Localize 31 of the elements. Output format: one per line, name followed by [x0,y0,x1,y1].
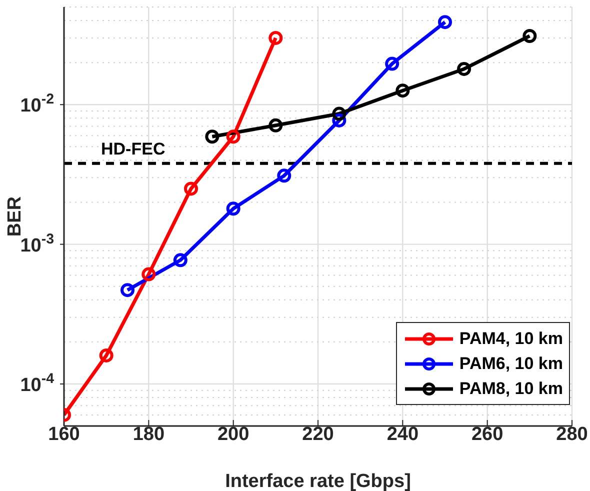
x-tick-label: 160 [48,424,80,445]
legend-label: PAM4, 10 km [459,328,563,348]
x-axis-title: Interface rate [Gbps] [225,471,411,491]
point [184,182,198,196]
legend-label: PAM8, 10 km [459,378,563,398]
x-tick-label: 240 [386,424,419,445]
x-tick-label: 200 [217,424,250,445]
point [522,28,537,43]
point [332,106,346,121]
point [205,130,220,144]
point [385,56,400,71]
point [438,15,452,30]
point [268,30,283,45]
point [268,118,283,132]
point [99,348,114,362]
x-tick-label: 220 [302,424,334,445]
x-tick-label: 260 [471,424,504,445]
point [277,168,292,183]
point [396,84,410,98]
point [226,202,240,216]
point [173,253,188,268]
y-tick-label: 10$^{-2}$ [20,92,54,117]
y-tick-label: 10$^{-4}$ [20,370,54,396]
point [120,283,134,298]
point [457,62,472,76]
ref-line-label: HD-FEC [101,139,166,158]
legend-label: PAM6, 10 km [459,354,563,374]
x-tick-label: 180 [132,424,165,445]
point [142,267,156,282]
x-tick-label: 280 [556,424,588,445]
point [226,130,240,144]
